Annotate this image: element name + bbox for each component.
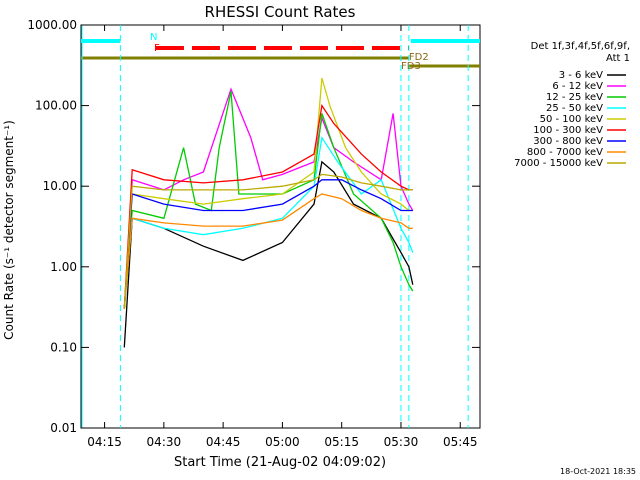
legend-label: 50 - 100 keV <box>540 114 604 125</box>
x-tick-label: 05:00 <box>265 435 300 449</box>
axes: 04:15 04:30 04:45 05:00 05:15 05:30 05:45 0.01 0… <box>27 18 480 449</box>
x-tick-label: 05:15 <box>324 435 359 449</box>
series-line <box>123 103 413 309</box>
y-tick-label: 0.10 <box>50 340 77 354</box>
timestamp: 18-Oct-2021 18:35 <box>560 467 636 476</box>
y-tick-label: 0.01 <box>50 421 77 435</box>
legend-label: 100 - 300 keV <box>533 125 603 136</box>
series-line <box>123 179 413 309</box>
band-annotation: F <box>154 43 160 54</box>
y-tick-label: 1000.00 <box>27 18 77 32</box>
series-line <box>123 193 413 309</box>
y-tick-label: 10.00 <box>43 179 77 193</box>
plot-frame <box>80 24 481 429</box>
x-tick-label: 04:30 <box>147 435 182 449</box>
legend-header: Det 1f,3f,4f,5f,6f,9f, <box>531 41 630 52</box>
plot-area <box>80 24 481 429</box>
legend-label: 800 - 7000 keV <box>527 147 603 158</box>
legend-label: 6 - 12 keV <box>552 81 603 92</box>
x-axis-label: Start Time (21-Aug-02 04:09:02) <box>174 455 386 470</box>
x-tick-label: 04:15 <box>87 435 122 449</box>
band-annotation: N <box>150 32 157 43</box>
series-line <box>123 135 414 309</box>
series-layer <box>123 77 414 348</box>
y-tick-label: 100.00 <box>35 99 77 113</box>
legend-label: 25 - 50 keV <box>546 103 603 114</box>
legend-label: 3 - 6 keV <box>559 70 603 81</box>
x-tick-label: 04:45 <box>206 435 241 449</box>
series-line <box>123 91 414 309</box>
legend-label: 7000 - 15000 keV <box>514 158 603 169</box>
y-axis-label: Count Rate (s⁻¹ detector segment⁻¹) <box>2 120 16 340</box>
legend-header: Att 1 <box>606 53 630 64</box>
legend-label: 300 - 800 keV <box>533 136 603 147</box>
band-annotation: FD2 <box>409 52 429 63</box>
legend-label: 12 - 25 keV <box>546 92 603 103</box>
chart-title: RHESSI Count Rates <box>205 3 356 21</box>
series-line <box>123 173 413 309</box>
series-line <box>123 77 413 309</box>
y-tick-label: 1.00 <box>50 260 77 274</box>
x-tick-label: 05:30 <box>384 435 419 449</box>
x-tick-label: 05:45 <box>443 435 478 449</box>
band-annotation: FD3 <box>401 61 421 72</box>
